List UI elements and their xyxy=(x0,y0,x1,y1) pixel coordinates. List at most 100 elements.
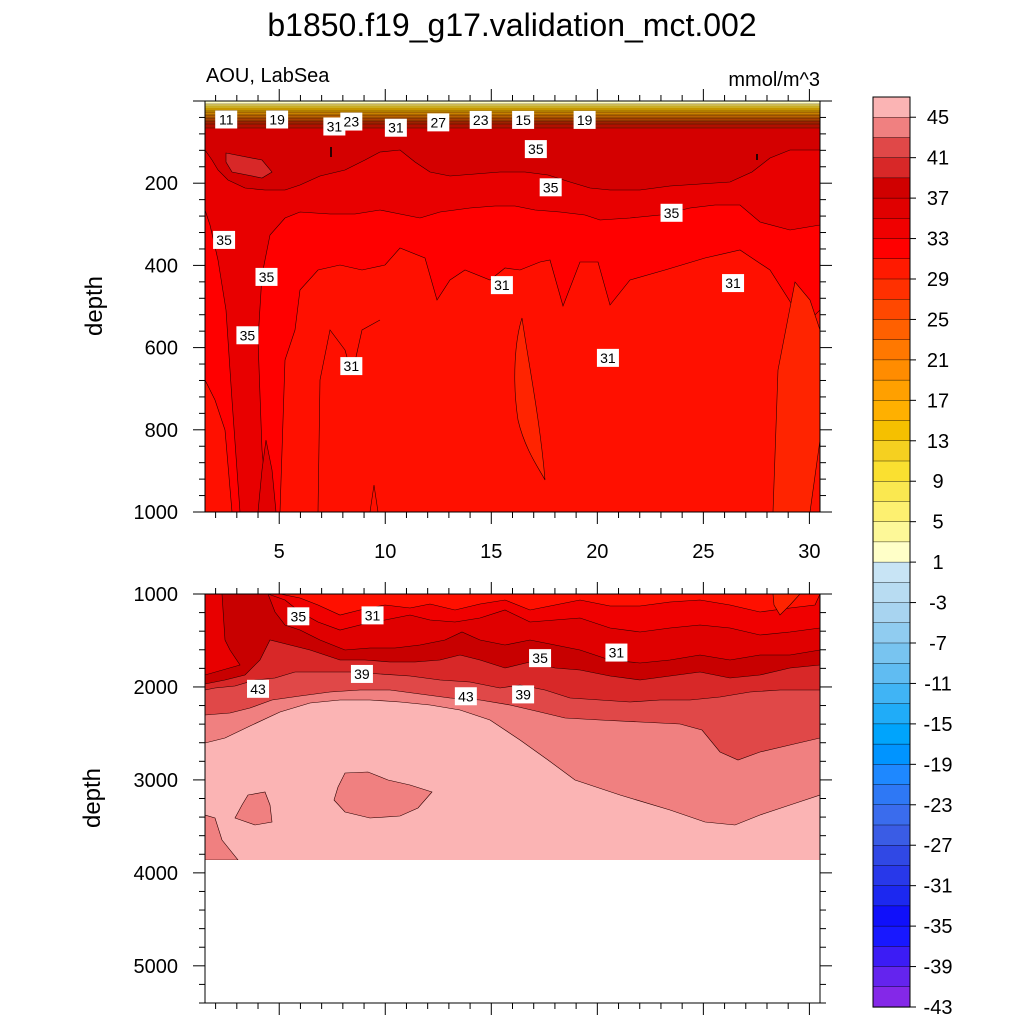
below-seafloor xyxy=(205,860,820,1003)
y-tick-label: 3000 xyxy=(134,770,179,792)
colorbar-tick-label: -15 xyxy=(924,714,953,736)
colorbar-swatch xyxy=(872,743,911,765)
colorbar-swatch xyxy=(872,804,911,826)
lower-contour-labels: 35 31 35 31 39 43 43 39 xyxy=(247,606,628,706)
colorbar-tick-label: 13 xyxy=(927,431,949,453)
colorbar-tick-label: -39 xyxy=(924,957,953,979)
colorbar-tick-label: -3 xyxy=(929,593,947,615)
contour-label-box xyxy=(213,230,236,249)
colorbar-tick-label: -43 xyxy=(924,997,953,1019)
colorbar-swatch xyxy=(872,359,911,381)
colorbar-swatch xyxy=(872,663,911,685)
colorbar-swatch xyxy=(872,622,911,644)
colorbar-tick-label: 1 xyxy=(932,552,943,574)
colorbar-tick-label: 5 xyxy=(932,512,943,534)
contour-dot xyxy=(330,147,332,157)
colorbar-frame xyxy=(872,96,911,1008)
contour-label-box xyxy=(287,607,310,626)
contour-label: 35 xyxy=(236,326,259,345)
contour-label-text: 19 xyxy=(577,112,593,128)
colorbar-tick-label: -7 xyxy=(929,633,947,655)
contour-label: 31 xyxy=(722,274,745,293)
contour-label-text: 31 xyxy=(344,358,360,374)
colorbar-swatch xyxy=(872,703,911,725)
contour-label-box xyxy=(427,113,450,132)
colorbar-swatch xyxy=(872,885,911,907)
contour-label-box xyxy=(512,685,535,704)
lower-axis-ticks: 1000 2000 3000 4000 5000 xyxy=(134,582,832,1015)
chart-title: b1850.f19_g17.validation_mct.002 xyxy=(267,7,756,43)
y-tick-label: 600 xyxy=(145,338,178,360)
contour-label-box xyxy=(266,110,289,129)
contour-label-box xyxy=(384,118,407,137)
colorbar-swatch xyxy=(872,218,911,240)
x-tick-label: 30 xyxy=(798,541,820,563)
fill-corner-43 xyxy=(205,814,239,861)
contour-label: 43 xyxy=(247,679,270,698)
contour-label-text: 39 xyxy=(515,686,531,702)
y-tick-label: 1000 xyxy=(134,584,179,606)
contour-label-text: 35 xyxy=(532,650,548,666)
contour-label: 31 xyxy=(596,348,619,367)
contour-line xyxy=(369,484,379,512)
colorbar-swatch xyxy=(872,966,911,988)
colorbar-swatch xyxy=(872,986,911,1008)
colorbar-tick-label: -23 xyxy=(924,795,953,817)
colorbar-swatch xyxy=(872,481,911,503)
colorbar-tick-label: 21 xyxy=(927,350,949,372)
colorbar-swatch xyxy=(872,197,911,219)
contour-label: 31 xyxy=(384,118,407,137)
lower-ylabel: depth xyxy=(79,768,106,828)
contour-label-text: 43 xyxy=(458,688,474,704)
contour-label-box xyxy=(255,267,278,286)
contour-label-text: 35 xyxy=(216,232,232,248)
contour-label: 11 xyxy=(215,110,238,129)
lower-contour-fill xyxy=(205,594,820,1003)
units-label: mmol/m^3 xyxy=(728,69,820,91)
colorbar-tick-label: -11 xyxy=(924,673,951,695)
contour-label-text: 35 xyxy=(664,205,680,221)
contour-label: 23 xyxy=(340,112,363,131)
colorbar-swatch xyxy=(872,238,911,260)
contour-label-text: 31 xyxy=(609,645,625,661)
contour-label-box xyxy=(350,664,373,683)
contour-label: 35 xyxy=(524,140,547,159)
fill-island-43-mid xyxy=(333,771,433,819)
fill-blob-29 xyxy=(772,594,801,616)
colorbar-swatch xyxy=(872,177,911,199)
colorbar-swatch xyxy=(872,339,911,361)
contour-label-box xyxy=(605,643,628,662)
fill-level-35 xyxy=(205,101,820,512)
colorbar-tick-label: 29 xyxy=(927,269,949,291)
contour-label: 35 xyxy=(213,230,236,249)
colorbar-swatch xyxy=(872,137,911,159)
y-tick-label: 5000 xyxy=(134,956,179,978)
colorbar-tick-label: 41 xyxy=(927,148,949,170)
contour-label: 31 xyxy=(605,643,628,662)
contour-label-box xyxy=(722,274,745,293)
contour-label-text: 31 xyxy=(494,277,510,293)
contour-label-text: 43 xyxy=(250,681,266,697)
colorbar-swatch xyxy=(872,905,911,927)
contour-label-box xyxy=(323,117,346,136)
colorbar-swatch xyxy=(872,946,911,968)
colorbar-swatch xyxy=(872,582,911,604)
contour-label-box xyxy=(529,649,552,668)
colorbar-tick-label: -27 xyxy=(924,835,953,857)
colorbar-tick-label: 9 xyxy=(932,471,943,493)
colorbar-swatch xyxy=(872,440,911,462)
surface-band xyxy=(205,106,820,108)
colorbar-swatch xyxy=(872,319,911,341)
contour-label-text: 39 xyxy=(354,666,370,682)
fill-column-35 xyxy=(257,439,277,512)
colorbar-swatch xyxy=(872,723,911,745)
x-tick-label: 5 xyxy=(274,541,285,563)
contour-label-text: 11 xyxy=(219,111,234,127)
colorbar-swatch xyxy=(872,642,911,664)
contour-label: 43 xyxy=(454,687,477,706)
contour-label-box xyxy=(524,140,547,159)
colorbar-tick-label: 45 xyxy=(927,107,949,129)
contour-label: 19 xyxy=(573,110,596,129)
contour-label-box xyxy=(596,348,619,367)
